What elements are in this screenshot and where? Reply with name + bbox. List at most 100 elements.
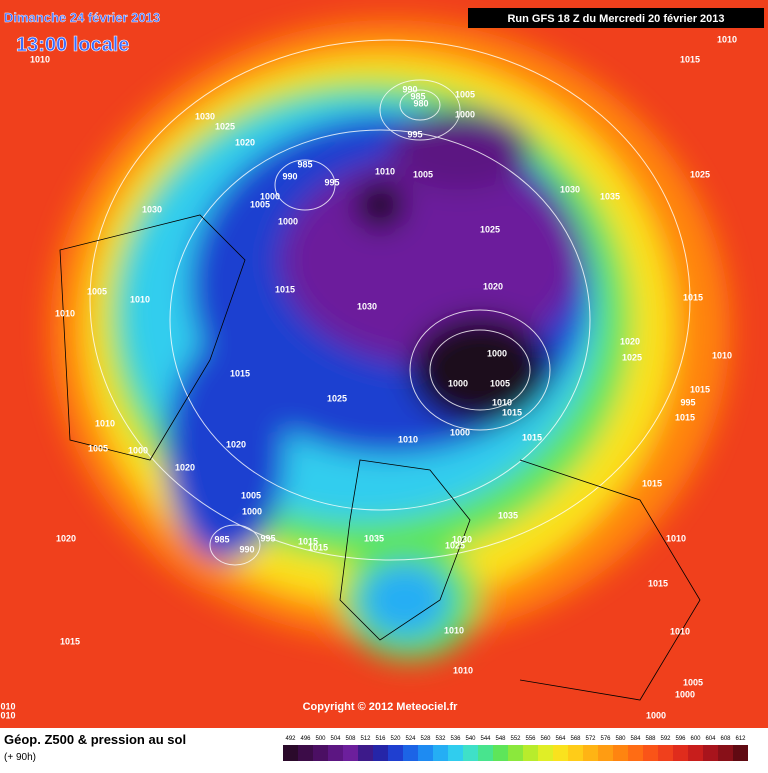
scale-tick-label: 560 bbox=[540, 736, 551, 742]
scale-tick-label: 516 bbox=[375, 736, 386, 742]
isobar-label: 1015 bbox=[642, 478, 662, 488]
isobar-label: 1025 bbox=[690, 169, 710, 179]
isobar-label: 1020 bbox=[226, 439, 246, 449]
isobar-label: 1025 bbox=[480, 224, 500, 234]
scale-swatch bbox=[493, 745, 508, 761]
z500-field bbox=[0, 0, 768, 728]
isobar-label: 1010 bbox=[95, 418, 115, 428]
isobar-label: 995 bbox=[407, 129, 422, 139]
color-scale: 492 496 500 504 508 512 516 520 524 528 532 536 540 5… bbox=[283, 736, 748, 761]
isobar-label: 1035 bbox=[364, 533, 384, 543]
scale-swatch bbox=[643, 745, 658, 761]
scale-tick-label: 556 bbox=[525, 736, 536, 742]
time: 13:00 locale bbox=[16, 34, 129, 56]
isobar-label: 1015 bbox=[690, 384, 710, 394]
scale-tick-label: 536 bbox=[450, 736, 461, 742]
scale-swatch bbox=[598, 745, 613, 761]
isobar-label: 1015 bbox=[298, 536, 318, 546]
legend-lead: (+ 90h) bbox=[4, 752, 36, 763]
isobar-label: 1030 bbox=[142, 204, 162, 214]
scale-swatch bbox=[313, 745, 328, 761]
scale-tick-label: 540 bbox=[465, 736, 476, 742]
scale-tick-label: 496 bbox=[300, 736, 311, 742]
scale-swatch bbox=[433, 745, 448, 761]
isobar-label: 995 bbox=[260, 533, 275, 543]
isobar-label: 1025 bbox=[445, 540, 465, 550]
isobar-label: 1030 bbox=[560, 184, 580, 194]
scale-tick-label: 608 bbox=[720, 736, 731, 742]
scale-swatch bbox=[733, 745, 748, 761]
scale-tick-label: 520 bbox=[390, 736, 401, 742]
isobar-label: 1020 bbox=[235, 137, 255, 147]
isobar-label: 1015 bbox=[230, 368, 250, 378]
isobar-label: 995 bbox=[680, 397, 695, 407]
scale-tick-label: 508 bbox=[345, 736, 356, 742]
isobar-label: 1015 bbox=[522, 432, 542, 442]
isobar-label: 1000 bbox=[675, 689, 695, 699]
scale-swatch bbox=[538, 745, 553, 761]
scale-swatch bbox=[523, 745, 538, 761]
isobar-label: 1015 bbox=[308, 542, 328, 552]
scale-swatch bbox=[373, 745, 388, 761]
scale-tick-label: 576 bbox=[600, 736, 611, 742]
isobar-label: 1020 bbox=[620, 336, 640, 346]
scale-swatch bbox=[613, 745, 628, 761]
scale-swatch bbox=[343, 745, 358, 761]
isobar-label: 1000 bbox=[646, 710, 666, 720]
isobar-label: 990 bbox=[239, 544, 254, 554]
isobar-label: 985 bbox=[410, 91, 425, 101]
isobar-label: 1010 bbox=[717, 34, 737, 44]
run-info: Run GFS 18 Z du Mercredi 20 février 2013 bbox=[507, 13, 724, 25]
isobar-label: 990 bbox=[282, 171, 297, 181]
isobar-label: 1020 bbox=[483, 281, 503, 291]
isobar-label: 1005 bbox=[88, 443, 108, 453]
isobar-label: 1015 bbox=[60, 636, 80, 646]
scale-tick-label: 588 bbox=[645, 736, 656, 742]
isobar-label: 1005 bbox=[250, 199, 270, 209]
isobar-label: 1010 bbox=[712, 350, 732, 360]
scale-swatch bbox=[718, 745, 733, 761]
scale-tick-label: 500 bbox=[315, 736, 326, 742]
isobar-label: 1005 bbox=[490, 378, 510, 388]
scale-swatch bbox=[568, 745, 583, 761]
scale-swatch bbox=[508, 745, 523, 761]
isobar-label: 1005 bbox=[455, 89, 475, 99]
isobar-label: 980 bbox=[413, 98, 428, 108]
scale-swatch bbox=[448, 745, 463, 761]
isobar-label: 1010 bbox=[666, 533, 686, 543]
isobar-label: 1015 bbox=[680, 54, 700, 64]
isobar-label: 1005 bbox=[241, 490, 261, 500]
isobar-label: 010 bbox=[0, 710, 15, 720]
scale-tick-label: 596 bbox=[675, 736, 686, 742]
scale-tick-label: 580 bbox=[615, 736, 626, 742]
copyright: Copyright © 2012 Meteociel.fr bbox=[303, 701, 459, 713]
scale-tick-label: 564 bbox=[555, 736, 566, 742]
scale-swatch bbox=[403, 745, 418, 761]
isobar-label: 1010 bbox=[453, 665, 473, 675]
scale-tick-label: 544 bbox=[480, 736, 491, 742]
scale-tick-label: 552 bbox=[510, 736, 521, 742]
legend-title: Géop. Z500 & pression au sol bbox=[4, 732, 186, 747]
isobar-label: 1035 bbox=[498, 510, 518, 520]
scale-swatch bbox=[298, 745, 313, 761]
isobar-label: 1015 bbox=[502, 407, 522, 417]
isobar-label: 1010 bbox=[130, 294, 150, 304]
scale-tick-label: 504 bbox=[330, 736, 341, 742]
isobar-label: 1000 bbox=[455, 109, 475, 119]
isobar-label: 1010 bbox=[492, 397, 512, 407]
scale-swatch bbox=[703, 745, 718, 761]
isobar-label: 1025 bbox=[215, 121, 235, 131]
scale-tick-label: 524 bbox=[405, 736, 416, 742]
isobar-label: 010 bbox=[0, 701, 15, 711]
isobar-label: 1000 bbox=[448, 378, 468, 388]
scale-swatch bbox=[553, 745, 568, 761]
isobar-label: 1005 bbox=[87, 286, 107, 296]
isobar-label: 1030 bbox=[452, 534, 472, 544]
scale-tick-label: 600 bbox=[690, 736, 701, 742]
scale-tick-label: 592 bbox=[660, 736, 671, 742]
scale-swatch bbox=[283, 745, 298, 761]
isobar-label: 1000 bbox=[450, 427, 470, 437]
isobar-label: 1000 bbox=[260, 191, 280, 201]
isobar-label: 1020 bbox=[175, 462, 195, 472]
isobar-label: 1010 bbox=[55, 308, 75, 318]
